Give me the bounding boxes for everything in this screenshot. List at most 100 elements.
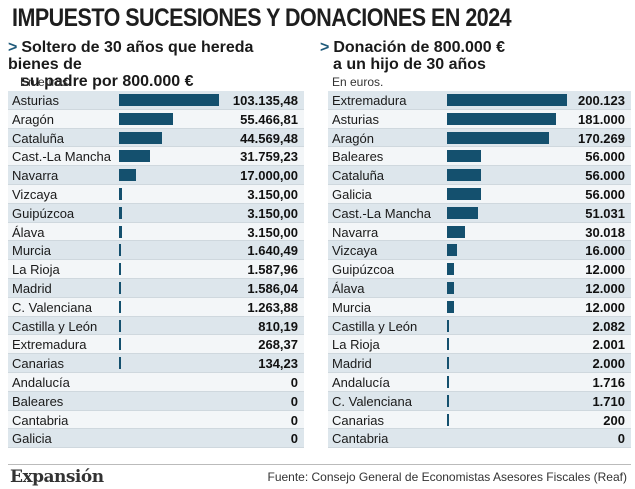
right-bar	[447, 112, 556, 125]
right-bar	[447, 187, 481, 200]
right-bar	[447, 225, 465, 238]
right-value-label: 56.000	[585, 149, 625, 165]
left-value-label: 103.135,48	[232, 93, 298, 108]
chart-title: IMPUESTO SUCESIONES Y DONACIONES EN 2024	[12, 4, 512, 32]
left-chart-row: Vizcaya 3.150,00	[8, 184, 304, 204]
left-chart-row: Andalucía 0	[8, 372, 304, 392]
left-chart-row: Cast.-La Mancha 31.759,23	[8, 147, 304, 167]
left-value-label: 55.466,81	[240, 111, 298, 127]
right-chart-row: Cataluña 56.000	[328, 166, 631, 185]
left-value-label: 3.150,00	[247, 186, 298, 202]
left-value-label: 0	[290, 431, 298, 447]
right-heading-line2: a un hijo de 30 años	[333, 56, 486, 73]
left-category-label: Cantabria	[12, 412, 69, 428]
left-value-label: 134,23	[258, 356, 298, 372]
right-value-label: 2.000	[592, 356, 625, 372]
left-bar	[119, 206, 123, 219]
left-category-label: Guipúzcoa	[12, 205, 75, 221]
left-bar	[119, 131, 163, 144]
left-value-label: 17.000,00	[240, 168, 298, 184]
left-category-label: Vizcaya	[12, 186, 58, 202]
left-chart-row: Canarias 134,23	[8, 354, 304, 373]
left-chart-row: Guipúzcoa 3.150,00	[8, 203, 304, 223]
right-category-label: Asturias	[332, 111, 379, 127]
right-category-label: Murcia	[332, 299, 372, 315]
right-bar	[447, 357, 449, 370]
right-chart-row: Navarra 30.018	[328, 222, 631, 242]
left-category-label: Aragón	[12, 111, 54, 127]
right-unit-label: En euros.	[332, 75, 384, 89]
left-bar	[119, 150, 150, 163]
right-value-label: 16.000	[585, 243, 625, 259]
right-bar	[447, 263, 455, 276]
left-value-label: 0	[290, 412, 298, 428]
right-category-label: Baleares	[332, 149, 384, 165]
right-value-label: 1.716	[592, 374, 625, 390]
right-value-label: 30.018	[585, 224, 625, 240]
right-chart-row: Cast.-La Mancha 51.031	[328, 203, 631, 223]
right-value-label: 12.000	[585, 262, 625, 278]
right-category-label: Galicia	[332, 186, 372, 202]
right-bar	[447, 281, 455, 294]
right-value-label: 181.000	[578, 111, 625, 127]
left-chart-row: Asturias 103.135,48	[8, 91, 304, 110]
left-category-label: Castilla y León	[12, 318, 98, 334]
right-bar	[447, 244, 457, 257]
left-chart-row: Castilla y León 810,19	[8, 316, 304, 336]
left-bar	[119, 300, 121, 313]
right-category-label: Álava	[332, 280, 365, 296]
right-bar	[447, 206, 478, 219]
left-bar	[119, 169, 136, 182]
right-category-label: La Rioja	[332, 337, 380, 353]
right-chart-row: C. Valenciana 1.710	[328, 391, 631, 411]
left-value-label: 268,37	[258, 337, 298, 353]
left-bar	[119, 112, 173, 125]
right-value-label: 200	[603, 412, 625, 428]
left-bar	[119, 357, 121, 370]
right-chart-row: Asturias 181.000	[328, 109, 631, 129]
left-value-label: 810,19	[258, 318, 298, 334]
right-category-label: C. Valenciana	[332, 393, 412, 409]
right-category-label: Canarias	[332, 412, 385, 428]
left-bar	[119, 187, 123, 200]
right-bar	[447, 169, 481, 182]
source-note: Fuente: Consejo General de Economistas A…	[267, 470, 627, 484]
right-chart-row: Extremadura 200.123	[328, 91, 631, 110]
right-category-label: Extremadura	[332, 93, 407, 108]
left-heading-line2: su padre por 800.000 €	[21, 73, 194, 90]
right-bar	[447, 394, 449, 407]
left-value-label: 1.587,96	[247, 262, 298, 278]
left-category-label: Cast.-La Mancha	[12, 149, 111, 165]
right-panel-heading: > Donación de 800.000 € a un hijo de 30 a…	[320, 39, 620, 73]
right-category-label: Castilla y León	[332, 318, 418, 334]
footer-divider	[8, 464, 631, 465]
right-value-label: 0	[617, 431, 625, 447]
right-bar	[447, 150, 481, 163]
left-bar	[119, 338, 121, 351]
right-bar-chart: Extremadura 200.123 Asturias 181.000 Aragón 1…	[328, 91, 631, 449]
left-category-label: Galicia	[12, 431, 52, 447]
left-chart-row: La Rioja 1.587,96	[8, 260, 304, 279]
right-value-label: 12.000	[585, 299, 625, 315]
left-value-label: 44.569,48	[240, 130, 298, 146]
left-chart-row: Galicia 0	[8, 429, 304, 449]
left-bar	[119, 94, 219, 106]
left-value-label: 0	[290, 374, 298, 390]
left-bar	[119, 319, 121, 332]
left-chart-row: Madrid 1.586,04	[8, 278, 304, 298]
left-category-label: Andalucía	[12, 374, 70, 390]
right-value-label: 2.001	[592, 337, 625, 353]
left-chart-row: Cantabria 0	[8, 410, 304, 430]
left-category-label: Asturias	[12, 93, 59, 108]
right-value-label: 56.000	[585, 186, 625, 202]
left-bar-chart: Asturias 103.135,48 Aragón 55.466,81 Cataluñ…	[8, 91, 304, 449]
left-chart-row: Murcia 1.640,49	[8, 241, 304, 261]
right-bar	[447, 319, 449, 332]
right-chart-row: La Rioja 2.001	[328, 335, 631, 355]
left-value-label: 1.586,04	[247, 280, 298, 296]
left-category-label: Extremadura	[12, 337, 87, 353]
right-chart-row: Baleares 56.000	[328, 147, 631, 167]
brand-logo: Expansión	[10, 467, 104, 487]
right-value-label: 170.269	[578, 130, 625, 146]
right-chart-row: Murcia 12.000	[328, 297, 631, 317]
